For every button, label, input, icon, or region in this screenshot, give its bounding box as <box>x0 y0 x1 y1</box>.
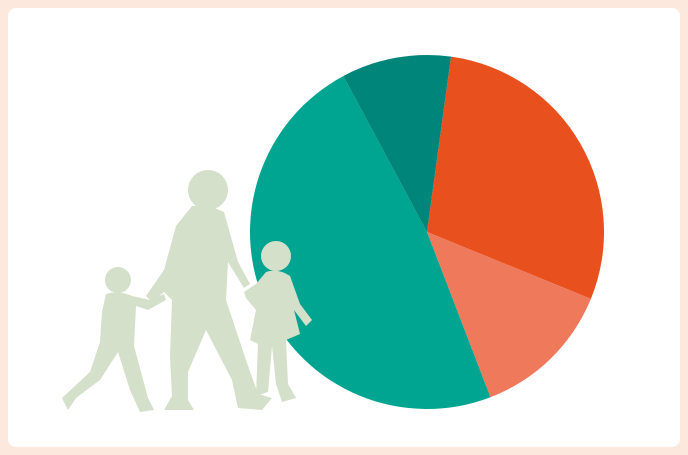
family-silhouette <box>62 170 312 412</box>
pie <box>250 54 604 410</box>
pie-slice <box>427 56 604 299</box>
pie-slice <box>343 54 452 232</box>
pie-slice <box>250 76 491 410</box>
pie-slice <box>427 232 591 398</box>
